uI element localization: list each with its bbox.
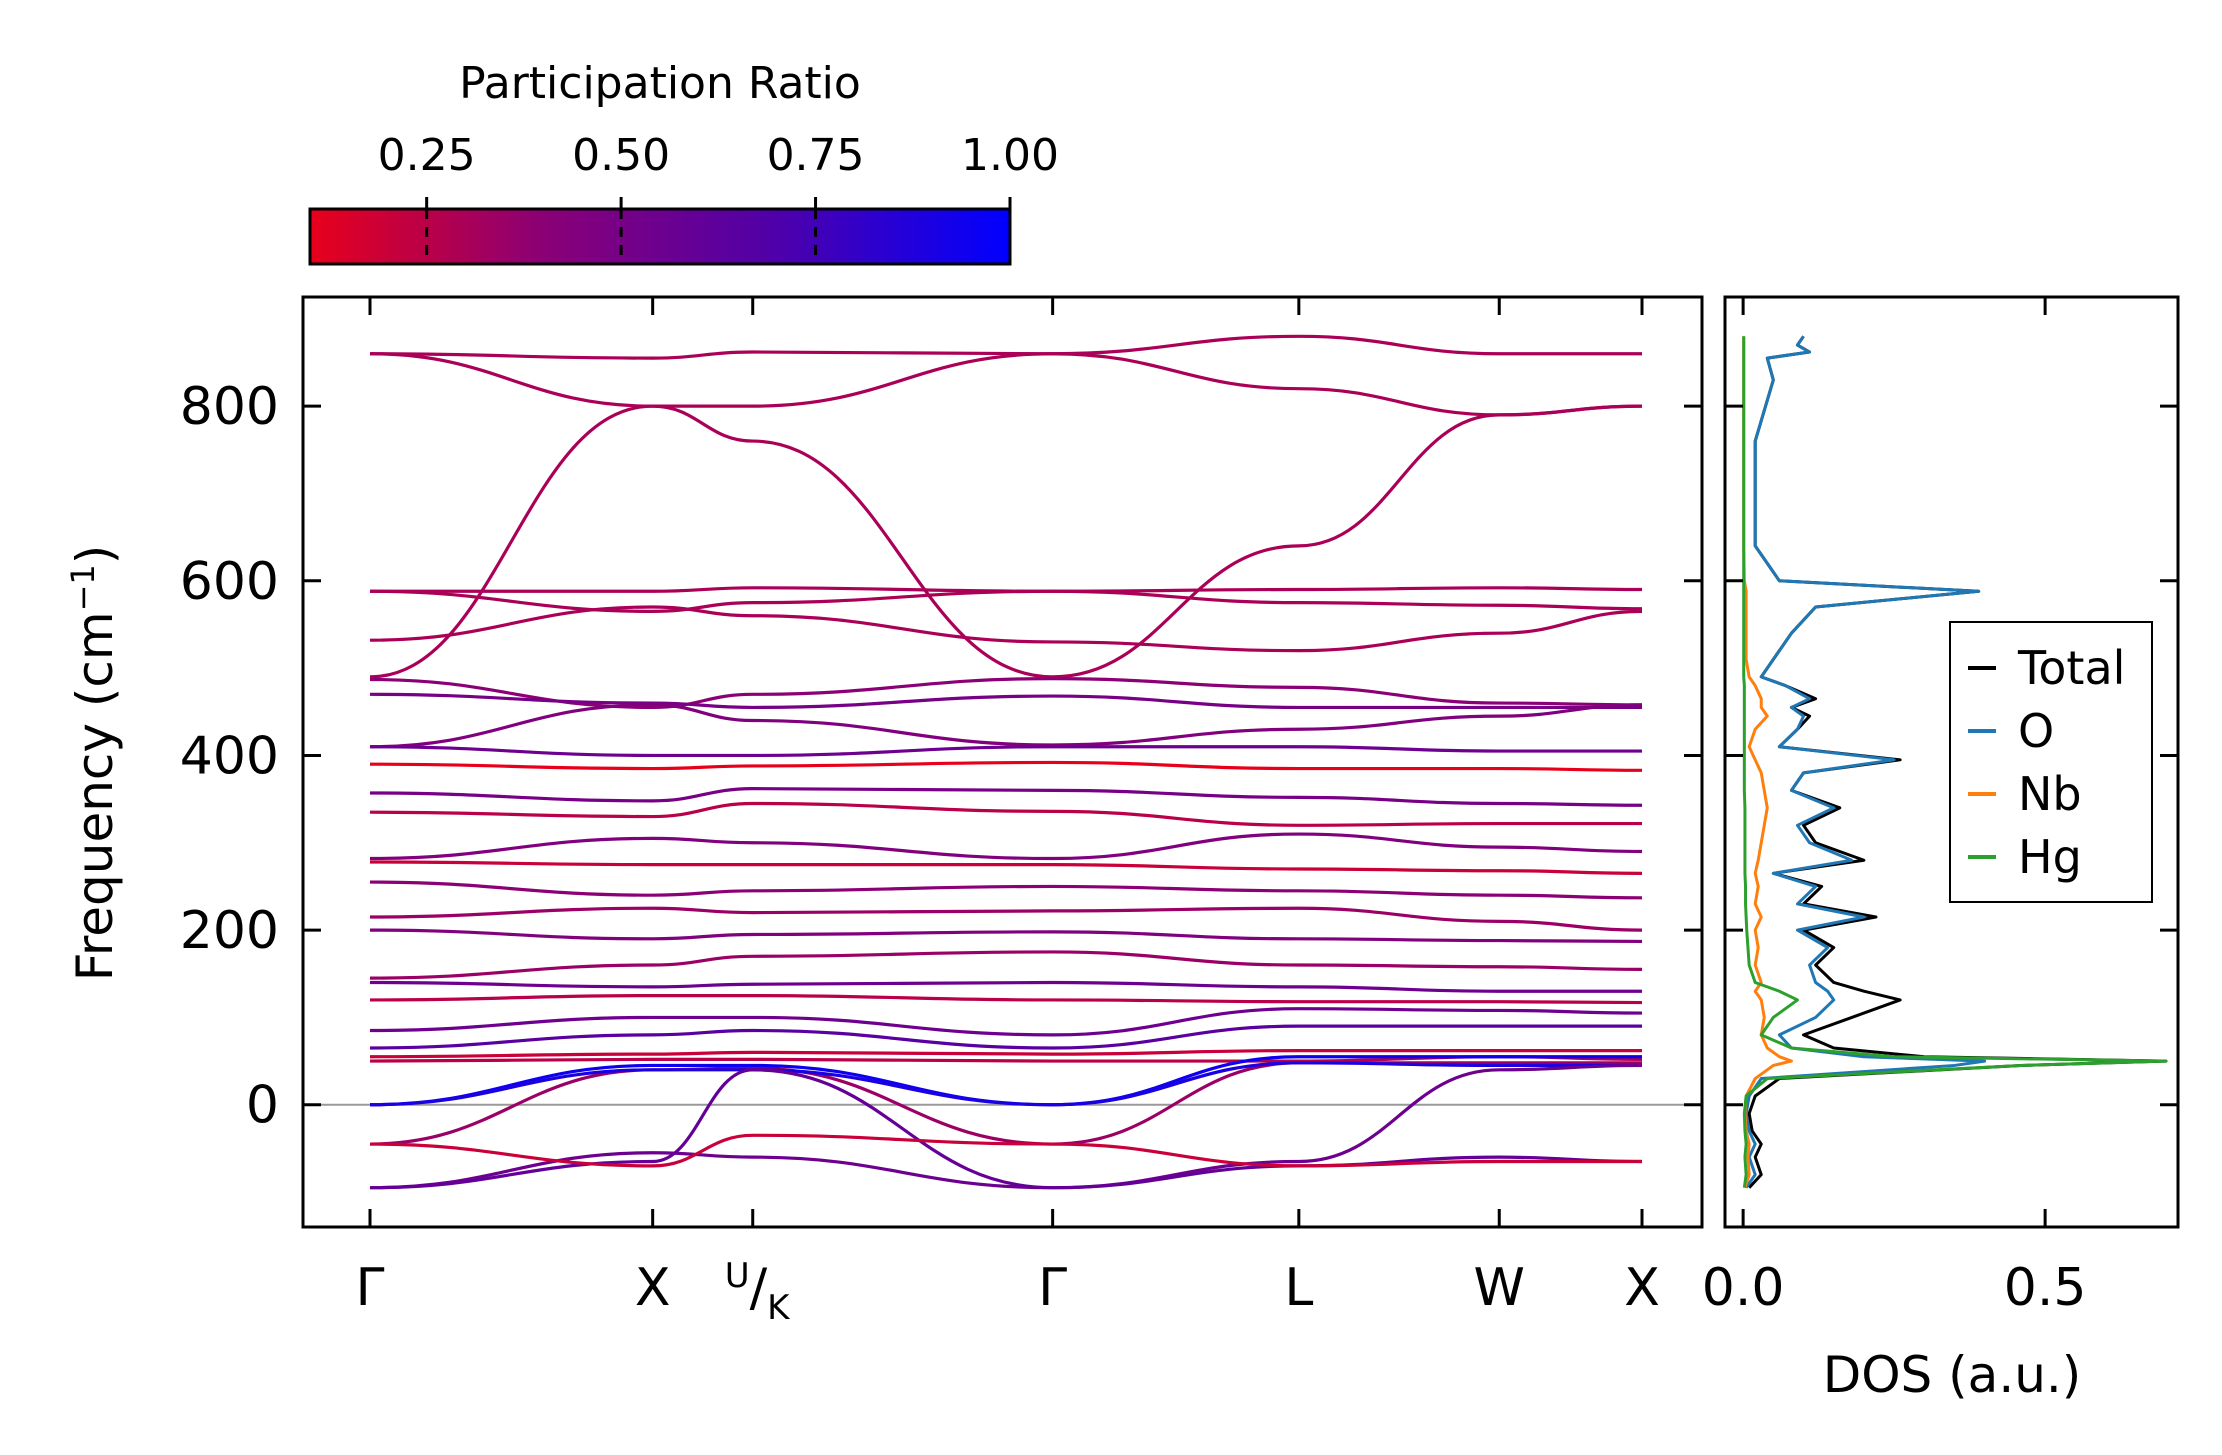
colorbar: Participation Ratio 0.25 0.50 0.75 1.00 [308,58,1059,266]
band-lines [369,334,1643,1190]
legend-label: Nb [2018,767,2082,821]
colorbar-gradient [308,207,1012,266]
band-line [369,928,1643,944]
band-line [369,906,1643,932]
y-tick-label: 600 [180,552,279,612]
band-line [369,589,1643,613]
dos-line-o [1744,335,1987,1189]
y-tick-label: 0 [246,1076,279,1136]
dos-x-tick-label: 0.5 [2004,1258,2087,1318]
dos-x-tick-label: 0.0 [1702,1258,1785,1318]
frequency-axis-ticks: 0 200 400 600 800 [180,377,1702,1136]
k-point-label: W [1474,1258,1525,1318]
y-tick-label: 800 [180,377,279,437]
dos-lines [1742,335,2168,1189]
band-line [369,1068,1643,1190]
colorbar-title: Participation Ratio [459,58,861,109]
band-line [369,832,1643,861]
band-line [369,1007,1643,1037]
band-line [369,787,1643,807]
band-line [369,880,1643,900]
dos-line-hg [1742,336,2168,1188]
band-plot-frame [301,295,1704,1229]
k-point-label: L [1284,1258,1313,1318]
k-point-label: X [1624,1258,1660,1318]
colorbar-tick-label: 1.00 [961,130,1059,181]
colorbar-tick-label: 0.50 [572,130,670,181]
band-line [369,980,1642,993]
band-line [369,1061,1642,1107]
y-tick-label: 200 [180,901,279,961]
band-line [369,404,1643,679]
band-line [369,801,1642,827]
band-line [369,860,1643,875]
dos-line-nb [1742,336,1793,1189]
y-tick-label: 400 [180,726,279,786]
dos-plot-frame [1723,295,2180,1229]
band-line [369,1049,1642,1059]
dos-legend: Total O Nb Hg [1949,621,2153,903]
band-line [369,677,1643,710]
band-line [369,1024,1642,1050]
colorbar-tick-label: 0.25 [378,130,476,181]
k-point-label: X [635,1258,671,1318]
band-line [369,605,1643,653]
legend-items: Total O Nb Hg [1968,641,2125,884]
band-line [369,950,1643,980]
colorbar-ticks: 0.25 0.50 0.75 1.00 [378,130,1059,264]
legend-label: Hg [2018,830,2082,884]
band-line [369,692,1642,710]
k-point-label: Γ [1038,1258,1067,1318]
kpoint-axis-ticks: Γ X U/K Γ L W X [356,297,1660,1328]
dos-y-ticks [1725,404,2178,1107]
frequency-axis-title: Frequency (cm−1) [64,545,124,982]
band-line [369,760,1643,772]
band-line [369,745,1642,758]
k-point-label: Γ [356,1258,385,1318]
band-line [369,1133,1642,1168]
colorbar-tick-label: 0.75 [767,130,865,181]
dos-axis-title: DOS (a.u.) [1823,1346,2082,1404]
band-line [369,703,1643,749]
k-point-label-uk: U/K [725,1256,791,1328]
dos-x-ticks: 0.0 0.5 [1702,297,2087,1318]
band-line [369,352,1643,417]
band-structure-panel: 0 200 400 600 800 Γ X U/K Γ L W X Frequency (cm−1) [64,295,1704,1328]
legend-label: Total [2017,641,2125,695]
band-line [369,993,1643,1005]
dos-panel: 0.0 0.5 DOS (a.u.) Total O Nb Hg [1702,295,2180,1404]
legend-label: O [2018,704,2054,758]
